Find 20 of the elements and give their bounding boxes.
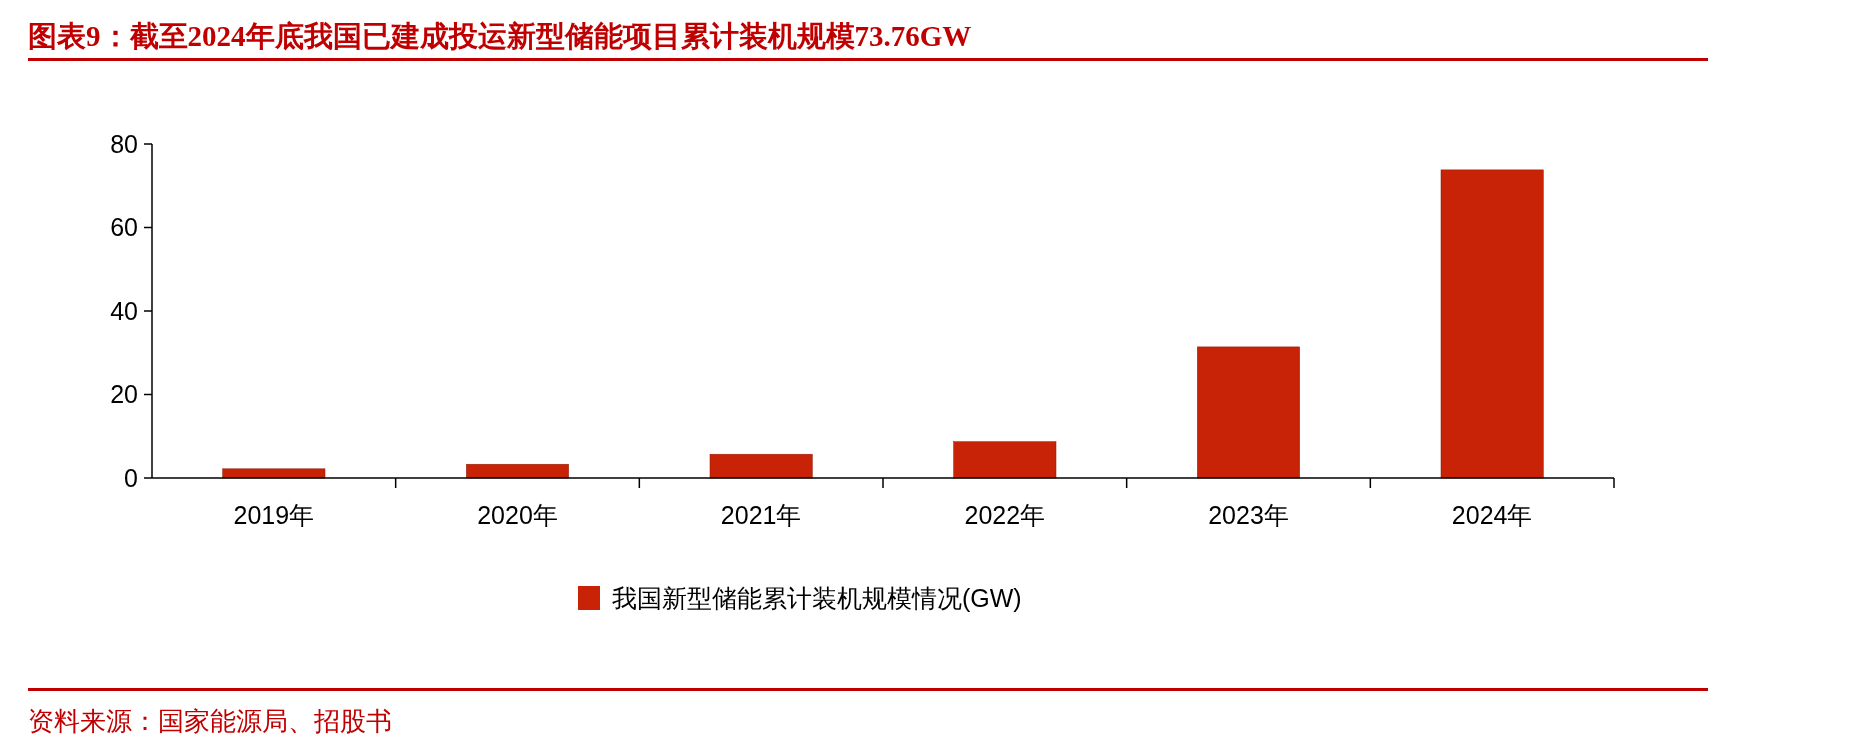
bar [1440,169,1544,479]
y-tick-label: 60 [110,213,138,242]
bar [709,453,813,479]
y-tick-label: 40 [110,296,138,325]
x-tick-label: 2022年 [964,501,1046,529]
bar [1197,346,1300,479]
bar [466,463,569,479]
x-tick-label: 2023年 [1208,501,1289,529]
y-tick-label: 80 [110,129,138,158]
text: 资料来源：国家能源局、招股书 [28,707,392,736]
x-tick-label: 2021年 [720,501,802,529]
x-tick-label: 2024年 [1451,501,1533,529]
legend-label: 我国新型储能累计装机规模情况(GW) [612,583,1022,612]
y-tick-label: 0 [124,463,138,492]
y-tick-label: 20 [110,380,138,409]
bar [953,441,1057,479]
chart-title: 图表9：截至2024年底我国已建成投运新型储能项目累计装机规模73.76GW [28,20,972,52]
x-tick-label: 2020年 [477,501,558,529]
x-tick-label: 2019年 [233,501,315,529]
bar [222,468,326,479]
